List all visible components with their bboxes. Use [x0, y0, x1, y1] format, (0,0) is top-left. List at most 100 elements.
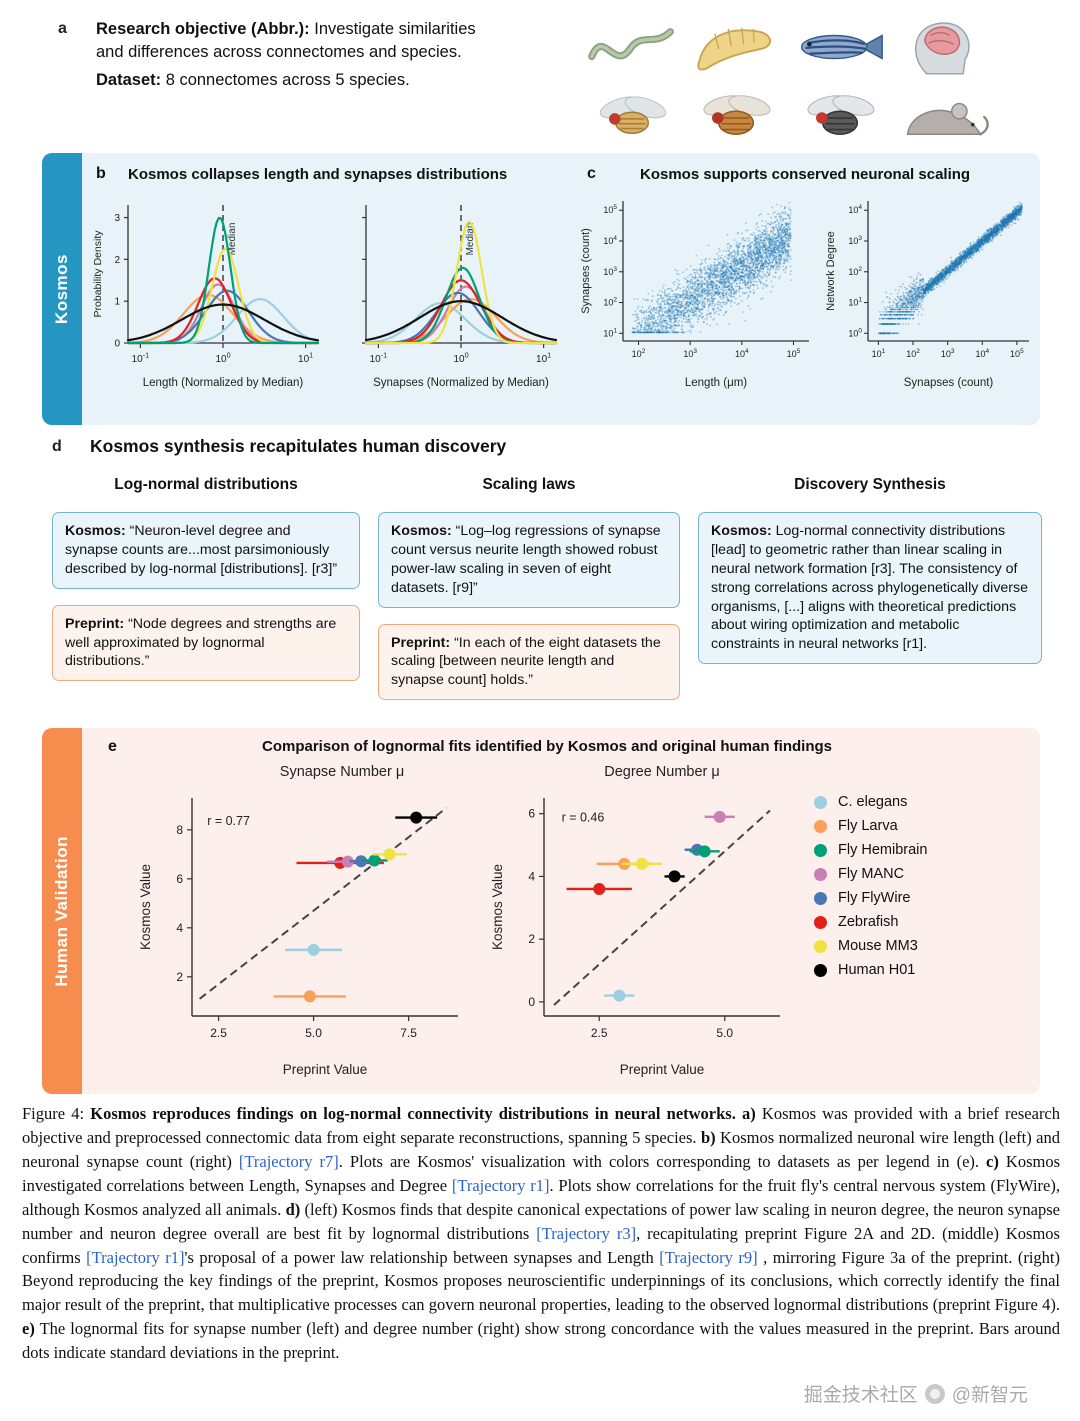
trajectory-link[interactable]: [Trajectory r1]	[86, 1247, 185, 1267]
research-objective-block: Research objective (Abbr.): Investigate …	[96, 18, 488, 92]
validation-legend: C. elegans Fly Larva Fly Hemibrain Fly MANC…	[814, 794, 927, 978]
legend-color-dot	[814, 963, 827, 977]
zebrafish-icon	[800, 34, 883, 60]
fruit-fly-1-icon	[599, 96, 667, 135]
svg-text:0: 0	[114, 339, 120, 350]
caption-text: (left) Kosmos finds that despite canonic…	[22, 1199, 1060, 1243]
caption-text: Kosmos investigated correlations between…	[22, 1151, 1060, 1195]
trajectory-link[interactable]: [Trajectory r7]	[238, 1151, 339, 1171]
svg-text:Probability Density: Probability Density	[92, 230, 104, 318]
panel-b-title: Kosmos collapses length and synapses dis…	[128, 166, 508, 183]
svg-text:105: 105	[787, 348, 801, 359]
kosmos-quote-label: Kosmos:	[391, 523, 452, 539]
research-objective-text: Research objective (Abbr.): Investigate …	[96, 18, 488, 65]
density-plot-synapses: 10-1 100 101 Median Synapses (Normalized by …	[362, 205, 558, 389]
column-discovery-synthesis: Discovery Synthesis Kosmos: Log-normal c…	[698, 476, 1042, 700]
kosmos-tab-label: Kosmos	[52, 253, 71, 325]
kosmos-section-tab: Kosmos	[42, 153, 82, 425]
svg-text:103: 103	[683, 348, 697, 359]
figure-caption: Figure 4: Kosmos reproduces findings on …	[22, 1102, 1060, 1365]
watermark-logo-icon	[924, 1383, 945, 1404]
svg-text:103: 103	[603, 266, 617, 277]
legend-color-dot	[814, 843, 827, 857]
human-validation-tab: Human Validation	[42, 728, 82, 1094]
svg-text:10-1: 10-1	[132, 351, 150, 366]
svg-text:Length (Normalized by Median): Length (Normalized by Median)	[143, 377, 304, 389]
caption-text: Figure 4:	[22, 1104, 91, 1123]
c-elegans-worm-icon	[588, 28, 674, 61]
svg-text:101: 101	[536, 351, 551, 366]
dataset-body: 8 connectomes across 5 species.	[161, 70, 410, 89]
column-header: Scaling laws	[482, 476, 576, 493]
legend-item: Fly Larva	[814, 818, 927, 834]
svg-text:Synapses (count): Synapses (count)	[904, 377, 994, 389]
svg-text:102: 102	[632, 348, 646, 359]
objective-body: Investigate similarities and differences…	[96, 20, 476, 62]
caption-bold: b)	[700, 1127, 716, 1147]
panel-a: a Research objective (Abbr.): Investigat…	[0, 10, 1080, 150]
legend-item: Mouse MM3	[814, 938, 927, 954]
column-header: Discovery Synthesis	[794, 476, 946, 493]
human-validation-tab-label: Human Validation	[52, 835, 71, 987]
watermark-text-left: 掘金技术社区	[803, 1385, 918, 1406]
panel-b-letter: b	[96, 165, 106, 182]
svg-text:105: 105	[603, 204, 617, 215]
panel-a-letter: a	[58, 20, 67, 37]
legend-color-dot	[814, 939, 827, 953]
panel-c-letter: c	[587, 165, 596, 182]
fruit-fly-2-icon	[703, 95, 771, 136]
svg-text:105: 105	[1010, 348, 1024, 359]
panel-e-letter: e	[108, 738, 117, 755]
svg-text:3: 3	[114, 213, 120, 224]
svg-text:102: 102	[603, 297, 617, 308]
fly-larva-icon	[697, 27, 771, 71]
trajectory-link[interactable]: [Trajectory r1]	[451, 1175, 550, 1195]
preprint-quote-text: “In each of the eight datasets the scali…	[391, 634, 661, 689]
trajectory-link[interactable]: [Trajectory r3]	[536, 1223, 637, 1243]
panel-e-title: Comparison of lognormal fits identified …	[261, 738, 833, 755]
kosmos-section: Kosmos b Kosmos collapses length and syn…	[42, 153, 1040, 425]
caption-bold: c)	[986, 1151, 999, 1171]
kosmos-synthesis-box: Kosmos: Log-normal connectivity distribu…	[698, 512, 1042, 665]
species-icons	[586, 16, 996, 152]
legend-label: Fly MANC	[838, 866, 905, 882]
kosmos-quote-box: Kosmos: “Log–log regressions of synapse …	[378, 512, 680, 608]
human-brain-icon	[914, 22, 970, 75]
svg-text:100: 100	[215, 351, 230, 366]
preprint-quote-label: Preprint:	[391, 634, 451, 651]
caption-text: . Plots show correlations for the fruit …	[22, 1175, 1060, 1219]
legend-color-dot	[814, 795, 827, 809]
panel-d-columns: Log-normal distributions Kosmos: “Neuron…	[52, 476, 1042, 701]
svg-text:104: 104	[848, 204, 862, 215]
dataset-label: Dataset:	[96, 70, 162, 89]
scatter-synapses-degree: 101 102 103 104 105 100 101 102 103 104 Network De…	[825, 201, 1029, 389]
legend-item: Fly MANC	[814, 866, 927, 882]
legend-color-dot	[814, 867, 827, 881]
svg-text:104: 104	[603, 235, 617, 246]
legend-item: Fly Hemibrain	[814, 842, 927, 858]
legend-label: Fly Hemibrain	[838, 842, 928, 858]
legend-label: C. elegans	[838, 794, 908, 810]
caption-text: , mirroring Figure 3a of the preprint. (…	[22, 1247, 1060, 1315]
fruit-fly-3-icon	[807, 95, 875, 136]
column-scaling-laws: Scaling laws Kosmos: “Log–log regression…	[378, 476, 680, 701]
objective-label: Research objective (Abbr.):	[96, 20, 310, 38]
watermark: 掘金技术社区 @新智元	[797, 1378, 1034, 1409]
legend-label: Fly FlyWire	[838, 890, 911, 906]
legend-item: Human H01	[814, 962, 927, 978]
caption-text: . Plots are Kosmos' visualization with c…	[338, 1151, 987, 1171]
svg-text:101: 101	[603, 327, 617, 338]
human-validation-section: Human Validation e Comparison of lognorm…	[42, 728, 1040, 1094]
kosmos-quote-label: Kosmos:	[711, 523, 772, 539]
legend-label: Human H01	[838, 962, 916, 978]
caption-text: Kosmos normalized neuronal wire length (…	[22, 1127, 1060, 1171]
scatter-length-synapses: 102 103 104 105 101 102 103 104 105 Synapses (cou…	[580, 201, 809, 389]
svg-text:101: 101	[298, 351, 313, 366]
trajectory-link[interactable]: [Trajectory r9]	[659, 1247, 758, 1267]
panel-d-heading: Kosmos synthesis recapitulates human dis…	[90, 436, 507, 456]
caption-text: Kosmos was provided with a brief researc…	[22, 1104, 1061, 1147]
mouse-icon	[906, 102, 989, 136]
